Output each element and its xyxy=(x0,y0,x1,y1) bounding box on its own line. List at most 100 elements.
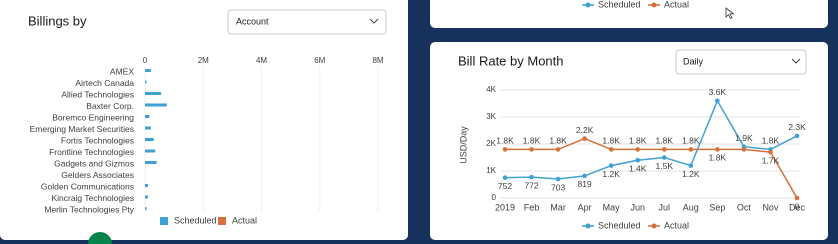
data-label: 1.8K xyxy=(656,136,674,146)
legend-label: Scheduled xyxy=(174,215,217,225)
legend-marker xyxy=(218,217,226,225)
x-tick-label: Nov xyxy=(762,202,779,212)
dropdown-value: Daily xyxy=(683,56,704,66)
x-tick-label: 2019 xyxy=(495,202,515,212)
x-tick-label: 2M xyxy=(198,56,209,65)
x-tick-label: Oct xyxy=(737,202,752,212)
y-axis-label: USD/Day xyxy=(458,126,468,164)
x-tick-label: Feb xyxy=(524,202,540,212)
legend-label: Actual xyxy=(232,215,257,225)
y-tick-label: 2K xyxy=(486,139,496,148)
point xyxy=(555,176,561,182)
y-tick-label: Boremco Engineering xyxy=(52,112,134,122)
series-line xyxy=(504,99,798,180)
y-tick-label: Merlin Technologies Pty xyxy=(44,204,134,214)
point xyxy=(582,173,587,179)
data-label: 2.3K xyxy=(788,122,806,132)
bar xyxy=(145,115,150,118)
legend-marker xyxy=(160,217,168,225)
y-tick-label: Frontline Technologies xyxy=(49,147,134,157)
x-tick-label: Apr xyxy=(578,202,592,212)
bar xyxy=(145,149,156,153)
data-label: 1.4K xyxy=(629,163,647,173)
legend-label: Scheduled xyxy=(598,0,641,9)
y-tick-label: Kincraig Technologies xyxy=(51,193,134,203)
point xyxy=(794,133,800,139)
point xyxy=(608,147,614,152)
fab-button[interactable] xyxy=(88,232,112,244)
bar xyxy=(145,126,151,130)
point xyxy=(608,163,614,168)
x-tick-label: 8M xyxy=(372,56,383,65)
dropdown-value: Account xyxy=(236,16,269,26)
data-label: 3.6K xyxy=(709,87,727,97)
data-label: 703 xyxy=(551,182,565,192)
bar xyxy=(145,184,148,187)
legend-label: Scheduled xyxy=(598,220,641,230)
dropdown[interactable] xyxy=(675,49,807,75)
cursor xyxy=(725,7,735,20)
x-tick-label: Jun xyxy=(630,202,645,212)
data-label: 1.8K xyxy=(709,153,727,163)
x-tick-label: Jul xyxy=(659,202,671,212)
x-tick-label: 6M xyxy=(314,56,325,65)
point xyxy=(529,174,534,180)
dropdown[interactable] xyxy=(227,9,387,35)
y-tick-label: 4K xyxy=(486,85,496,94)
data-label: 1.8K xyxy=(629,136,647,146)
bar xyxy=(145,138,154,141)
y-tick-label: Allied Technologies xyxy=(61,89,134,99)
series-line xyxy=(505,137,798,199)
y-tick-label: Airtech Canada xyxy=(75,78,134,88)
x-tick-label: Dec xyxy=(789,202,806,212)
point xyxy=(635,157,641,163)
y-tick-label: 1K xyxy=(486,166,496,175)
x-tick-label: 0 xyxy=(143,56,148,65)
x-tick-label: Sep xyxy=(709,202,725,212)
data-label: 819 xyxy=(578,179,592,189)
data-label: 752 xyxy=(498,181,512,191)
point xyxy=(768,149,773,155)
point xyxy=(688,147,694,152)
data-label: 772 xyxy=(524,180,538,190)
dropdown-arrow xyxy=(791,58,801,64)
bar xyxy=(145,92,162,95)
y-tick-label: 0 xyxy=(492,193,497,202)
y-tick-label: Gadgets and Gizmos xyxy=(54,158,134,168)
data-label: 1.2K xyxy=(682,169,700,179)
dropdown-arrow xyxy=(369,18,379,24)
y-tick-label: Fortis Technologies xyxy=(61,135,134,145)
y-tick-label: Baxter Corp. xyxy=(86,101,134,111)
chart-title: Bill Rate by Month xyxy=(458,53,564,68)
point xyxy=(688,163,694,168)
bar xyxy=(145,103,167,107)
data-label: 1.8K xyxy=(496,136,514,146)
point xyxy=(661,155,667,160)
bar xyxy=(145,80,147,84)
bar xyxy=(145,207,147,210)
y-tick-label: Gelders Associates xyxy=(61,170,134,180)
bar xyxy=(145,69,151,72)
data-label: 1.7K xyxy=(762,155,780,165)
point xyxy=(661,147,667,152)
billings-card xyxy=(0,0,408,240)
point xyxy=(502,147,508,152)
point xyxy=(582,136,587,141)
data-label: 1.8K xyxy=(762,136,780,146)
data-label: 0 xyxy=(795,201,800,211)
y-tick-label: AMEX xyxy=(110,66,134,76)
x-tick-label: 4M xyxy=(256,56,267,65)
point xyxy=(502,175,508,180)
legend-label: Actual xyxy=(664,220,689,230)
legend-marker xyxy=(651,2,657,8)
data-label: 1.8K xyxy=(682,136,700,146)
chart-title: Billings by xyxy=(28,13,87,28)
data-label: 1.8K xyxy=(602,136,620,146)
data-label: 1.5K xyxy=(656,161,674,171)
data-label: 1.2K xyxy=(602,169,620,179)
data-label: 1.8K xyxy=(549,136,567,146)
x-tick-label: May xyxy=(603,202,621,212)
bill-rate-card xyxy=(430,42,828,240)
